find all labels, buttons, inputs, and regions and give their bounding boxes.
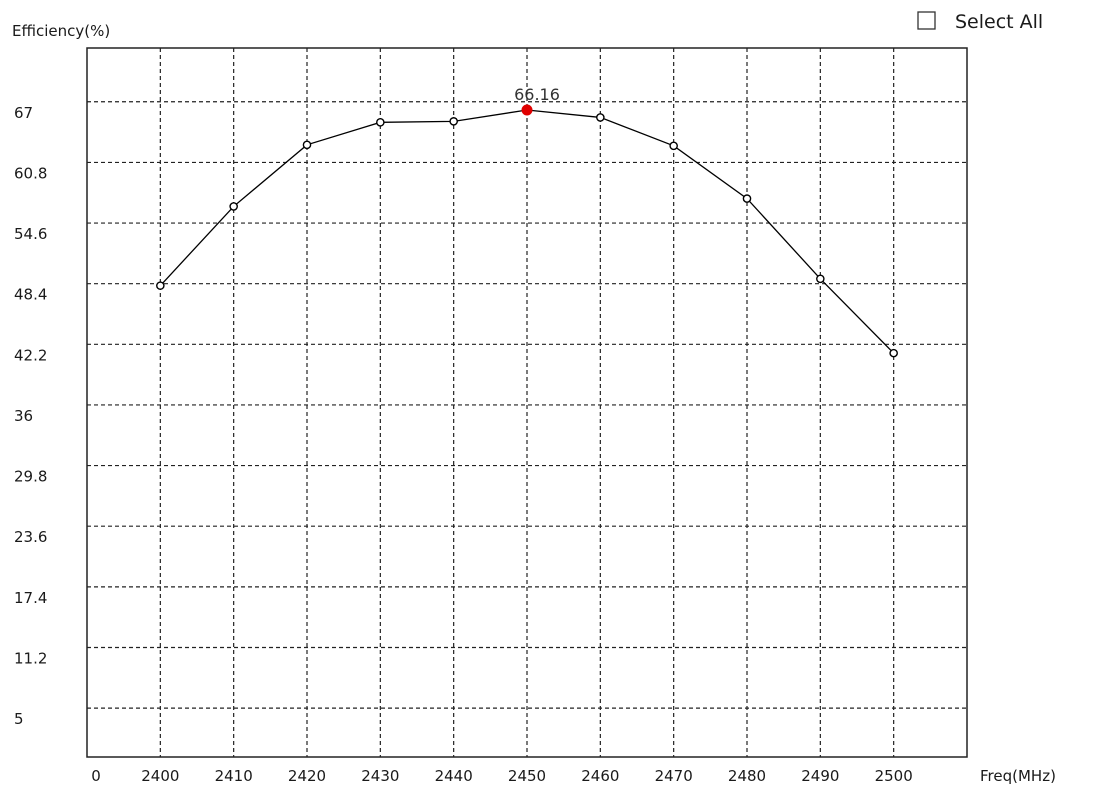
x-tick-label: 2460 — [581, 767, 619, 785]
x-tick-label: 2430 — [361, 767, 399, 785]
y-axis-title: Efficiency(%) — [12, 22, 110, 40]
data-point[interactable] — [742, 194, 752, 203]
data-point[interactable] — [302, 140, 312, 150]
y-tick-label: 11.2 — [14, 649, 47, 667]
y-tick-label: 48.4 — [14, 286, 47, 304]
x-tick-label: 2410 — [215, 767, 253, 785]
data-point[interactable] — [889, 348, 898, 358]
data-point[interactable] — [449, 117, 458, 126]
select-all-control[interactable]: Select All — [917, 11, 1043, 33]
y-tick-label: 42.2 — [14, 346, 47, 364]
x-tick-label: 2400 — [141, 767, 179, 785]
select-all-checkbox[interactable] — [917, 11, 936, 30]
y-tick-label: 67 — [14, 104, 33, 122]
x-tick-label: 2470 — [655, 767, 693, 785]
y-tick-label: 54.6 — [14, 225, 47, 243]
x-tick-label: 2500 — [875, 767, 913, 785]
peak-value-label: 66.16 — [514, 85, 560, 104]
data-point[interactable] — [816, 274, 825, 284]
data-point[interactable] — [376, 118, 385, 127]
x-tick-label: 2440 — [435, 767, 473, 785]
x-tick-label: 2450 — [508, 767, 546, 785]
x-tick-label: 2490 — [801, 767, 839, 785]
data-point[interactable] — [596, 113, 605, 122]
series-layer: 66.16 — [156, 85, 898, 358]
x-axis-title: Freq(MHz) — [980, 767, 1056, 785]
y-tick-label: 60.8 — [14, 164, 47, 182]
y-tick-label: 36 — [14, 407, 33, 425]
y-tick-label: 5 — [14, 710, 24, 728]
highlighted-data-point[interactable] — [521, 104, 533, 116]
x-tick-label: 2420 — [288, 767, 326, 785]
select-all-label[interactable]: Select All — [955, 11, 1043, 33]
partial-title-fragment: / — [572, 0, 580, 4]
x-tick-label: 2480 — [728, 767, 766, 785]
data-point[interactable] — [156, 281, 165, 290]
x-origin-label: 0 — [91, 767, 101, 785]
y-tick-label: 17.4 — [14, 589, 47, 607]
y-tick-label: 29.8 — [14, 468, 47, 486]
data-point[interactable] — [669, 141, 678, 151]
data-point[interactable] — [229, 202, 238, 211]
y-tick-label: 23.6 — [14, 528, 47, 546]
grid-lines — [87, 48, 967, 757]
x-tick-labels: 2400 2410 2420 2430 2440 2450 2460 2470 2480 2490… — [141, 767, 913, 785]
y-tick-labels: 5 11.2 17.4 23.6 29.8 36 42.2 48.4 54.6 60.8 67 — [14, 104, 47, 728]
